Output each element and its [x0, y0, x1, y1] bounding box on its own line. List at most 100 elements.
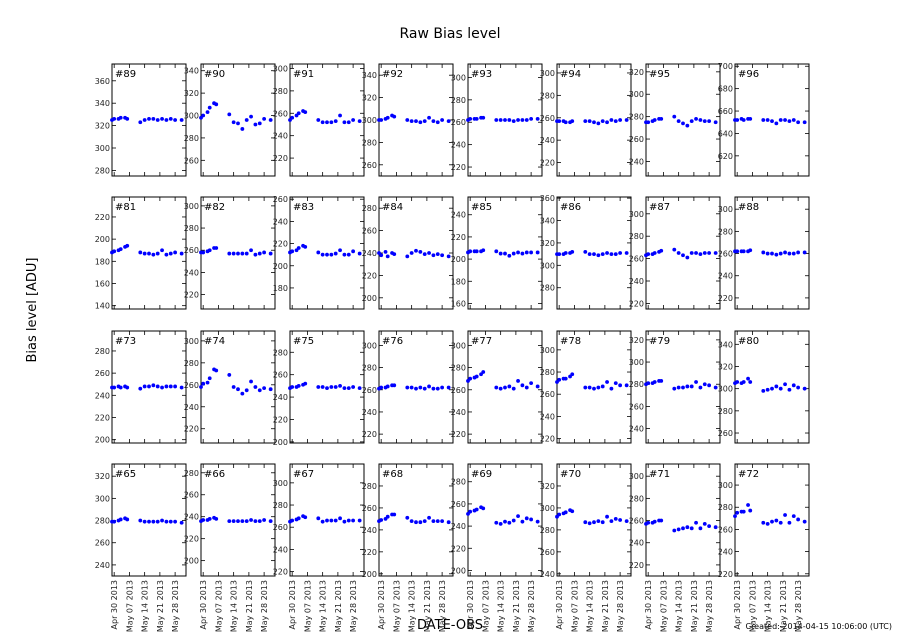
panel-80: 260 280 300 320 340 #80	[718, 330, 810, 444]
y-tick-label: 220	[362, 430, 377, 439]
data-point	[563, 376, 568, 381]
data-point	[600, 520, 605, 525]
data-point	[155, 118, 160, 122]
data-point	[774, 121, 779, 126]
data-point	[173, 250, 178, 255]
data-point	[672, 386, 677, 391]
data-point	[290, 249, 295, 254]
data-point	[529, 116, 534, 121]
panel-label: #89	[115, 69, 136, 80]
data-point	[802, 250, 807, 255]
data-point	[761, 520, 766, 525]
panel-76: 220 240 260 280 300 #76	[362, 330, 454, 444]
data-point	[168, 251, 173, 256]
x-tick-label: May 21 2013	[334, 580, 343, 632]
data-point	[329, 252, 334, 257]
data-point	[765, 118, 770, 122]
data-point	[357, 386, 362, 391]
data-point	[557, 377, 562, 382]
data-point	[231, 251, 236, 256]
panel-90: 260 280 300 320 340 #90	[184, 63, 276, 177]
y-tick-label: 260	[451, 386, 466, 395]
y-tick-label: 240	[362, 249, 377, 258]
y-tick-label: 240	[629, 539, 644, 548]
data-point	[689, 384, 694, 389]
data-point	[770, 251, 774, 256]
y-tick-label: 260	[362, 227, 377, 236]
data-point	[240, 391, 245, 396]
data-point	[618, 118, 623, 122]
data-point	[600, 384, 605, 389]
data-point	[698, 118, 703, 122]
panel-67: Apr 30 2013 May 07 2013 May 14 2013 May 21 …	[273, 463, 365, 632]
data-point	[142, 384, 147, 389]
y-axis-label: Bias level [ADU]	[25, 257, 40, 362]
x-tick-label: May 21 2013	[601, 580, 610, 632]
data-point	[778, 251, 783, 256]
data-point	[125, 385, 130, 390]
panel-96: 620 640 660 680 700 #96	[718, 62, 810, 177]
data-point	[118, 385, 123, 390]
data-point	[342, 120, 347, 125]
data-point	[240, 127, 245, 131]
data-point	[563, 510, 568, 515]
data-point	[741, 249, 746, 254]
data-point	[435, 386, 440, 391]
panel-label: #66	[204, 469, 225, 480]
panel-label: #84	[382, 202, 403, 213]
y-tick-label: 680	[718, 85, 733, 94]
data-point	[498, 521, 503, 526]
y-tick-label: 260	[184, 491, 199, 500]
data-point	[765, 521, 770, 526]
data-point	[507, 253, 512, 258]
y-tick-label: 220	[273, 415, 288, 424]
data-point	[290, 115, 295, 120]
data-point	[385, 115, 390, 120]
data-point	[164, 519, 169, 524]
data-point	[765, 251, 770, 256]
data-point	[802, 120, 807, 125]
data-point	[735, 118, 740, 122]
data-point	[511, 386, 516, 391]
data-point	[342, 386, 347, 391]
data-point	[173, 384, 178, 389]
y-tick-label: 280	[184, 224, 199, 233]
data-point	[605, 120, 609, 125]
data-point	[529, 381, 534, 386]
panel-93: 220 240 260 280 300 #93	[451, 63, 543, 177]
data-point	[787, 387, 792, 392]
data-point	[257, 388, 262, 393]
data-point	[746, 376, 750, 381]
panel-label: #79	[649, 336, 670, 347]
panel-frame	[378, 196, 454, 310]
x-tick-label: May 14 2013	[764, 580, 773, 632]
data-point	[446, 119, 451, 124]
y-tick-label: 140	[95, 302, 110, 311]
data-point	[414, 248, 418, 253]
data-point	[596, 121, 601, 126]
panel-82: 220 240 260 280 300 #82	[184, 196, 276, 310]
y-tick-label: 220	[273, 568, 288, 577]
data-point	[231, 120, 236, 125]
data-point	[379, 518, 384, 522]
panel-label: #80	[738, 336, 759, 347]
data-point	[227, 251, 232, 256]
y-tick-label: 280	[629, 113, 644, 122]
data-point	[681, 253, 685, 258]
data-point	[529, 250, 534, 255]
data-point	[168, 384, 173, 389]
y-tick-label: 280	[451, 478, 466, 487]
panel-71: Apr 30 2013 May 07 2013 May 14 2013 May 21 …	[629, 463, 721, 632]
data-point	[440, 385, 445, 390]
data-point	[179, 251, 184, 256]
data-point	[385, 384, 390, 389]
data-point	[357, 251, 362, 256]
data-point	[503, 519, 507, 524]
data-point	[147, 384, 151, 389]
data-point	[713, 251, 718, 255]
y-tick-label: 280	[95, 517, 110, 526]
panel-label: #78	[560, 336, 581, 347]
y-tick-label: 320	[362, 94, 377, 103]
data-point	[503, 251, 507, 256]
y-tick-label: 220	[540, 159, 555, 168]
